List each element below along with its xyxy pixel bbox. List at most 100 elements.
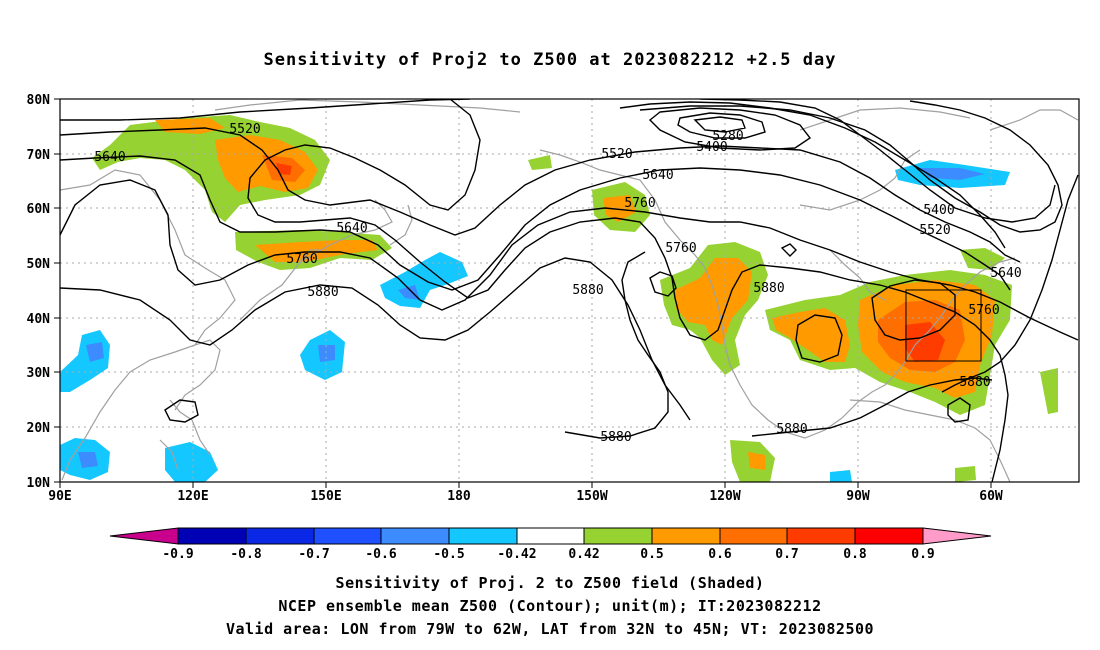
contour-label: 5280 [712, 129, 743, 144]
contour-label: 5760 [624, 196, 655, 211]
colorbar-cell [245, 527, 315, 545]
contour-line [639, 100, 1063, 233]
contour-line [693, 116, 746, 133]
contour-line [60, 127, 1021, 263]
chart-title: Sensitivity of Proj2 to Z500 at 20230822… [263, 50, 837, 70]
shade-negative [165, 442, 218, 482]
colorbar-label: -0.6 [365, 547, 396, 562]
colorbar-cell [313, 527, 382, 545]
colorbar-cell [109, 527, 179, 545]
valid-area-box [905, 289, 982, 362]
lon-label: 150E [310, 489, 341, 504]
lon-label: 180 [447, 489, 471, 504]
shade-positive [528, 155, 552, 170]
contour-line [795, 314, 843, 363]
lon-label: 150W [576, 489, 607, 504]
contour-label: 5880 [776, 422, 807, 437]
contour-line [780, 243, 797, 257]
coastline [799, 107, 971, 131]
colorbar-cell [786, 527, 856, 545]
contour-label: 5520 [919, 223, 950, 238]
contour-line [871, 279, 956, 341]
shade-negative [86, 342, 104, 362]
contour-label: 5760 [968, 303, 999, 318]
contour-label: 5880 [959, 375, 990, 390]
shade-negative [398, 285, 420, 300]
contour-line [60, 155, 1011, 291]
caption-shaded: Sensitivity of Proj. 2 to Z500 field (Sh… [335, 574, 765, 592]
coastline [989, 109, 1079, 131]
colorbar-label: 0.42 [568, 547, 599, 562]
colorbar-cell [922, 527, 992, 545]
coastline [829, 249, 886, 301]
lon-label: 120E [177, 489, 208, 504]
coastlines [60, 99, 1079, 482]
colorbar-cell [177, 527, 247, 545]
contour-labels: 5520 5640 5280 5400 5520 5640 5760 5640 … [94, 122, 1021, 445]
colorbar-label: -0.42 [497, 547, 536, 562]
contour-label: 5760 [665, 241, 696, 256]
contour-line [60, 99, 471, 121]
lon-label: 120W [709, 489, 740, 504]
contour-label: 5640 [642, 168, 673, 183]
lat-label: 60N [27, 202, 51, 217]
colorbar-label: 0.6 [708, 547, 732, 562]
contour-line [649, 271, 677, 297]
contour-line [677, 112, 766, 139]
lat-label: 20N [27, 421, 51, 436]
coastline [60, 169, 236, 481]
z500-contours [60, 99, 1079, 482]
coastline [841, 257, 1016, 419]
shade-positive [748, 452, 766, 470]
colorbar-cell [651, 527, 721, 545]
colorbar-cell [583, 527, 653, 545]
shade-positive [276, 163, 292, 175]
contour-label: 5640 [94, 150, 125, 165]
contour-line [247, 99, 1009, 482]
colorbar-label: -0.7 [298, 547, 329, 562]
colorbar-cell [448, 527, 518, 545]
lon-label: 90W [846, 489, 870, 504]
colorbar-label: -0.8 [230, 547, 261, 562]
lat-label: 70N [27, 148, 51, 163]
ticks [54, 98, 992, 488]
colorbar-label: -0.5 [433, 547, 464, 562]
lon-label: 60W [979, 489, 1003, 504]
contour-label: 5400 [696, 140, 727, 155]
contour-label: 5520 [229, 122, 260, 137]
lat-labels: 80N 70N 60N 50N 40N 30N 20N 10N [27, 93, 51, 491]
contour-line [947, 397, 971, 423]
contour-label: 5760 [286, 252, 317, 267]
contour-line [60, 179, 1079, 341]
colorbar-label: 0.5 [640, 547, 663, 562]
coastline [849, 399, 1011, 482]
contour-label: 5400 [923, 203, 954, 218]
colorbar: -0.9 -0.8 -0.7 -0.6 -0.5 -0.42 0.42 0.5 … [109, 527, 992, 562]
shade-positive [255, 240, 378, 262]
shade-positive [955, 466, 976, 482]
colorbar-label: 0.8 [843, 547, 867, 562]
colorbar-label: 0.9 [911, 547, 934, 562]
lat-label: 40N [27, 312, 51, 327]
contour-label: 5640 [336, 221, 367, 236]
lat-label: 30N [27, 366, 51, 381]
shade-positive [675, 258, 752, 345]
lon-labels: 90E 120E 150E 180 150W 120W 90W 60W [48, 489, 1003, 504]
contour-line [648, 107, 812, 151]
contour-label: 5880 [572, 283, 603, 298]
shade-positive [772, 308, 850, 362]
contour-line [699, 99, 1056, 223]
contour-line [164, 399, 199, 423]
contour-label: 5640 [990, 266, 1021, 281]
shade-negative [920, 168, 985, 180]
contour-line [751, 377, 993, 437]
lat-label: 50N [27, 257, 51, 272]
contour-label: 5880 [600, 430, 631, 445]
contour-line [60, 257, 691, 421]
coastline [704, 267, 843, 439]
coastline [539, 149, 706, 269]
contour-line [564, 251, 669, 439]
coastline [159, 439, 179, 471]
caption-valid-area: Valid area: LON from 79W to 62W, LAT fro… [225, 620, 875, 638]
